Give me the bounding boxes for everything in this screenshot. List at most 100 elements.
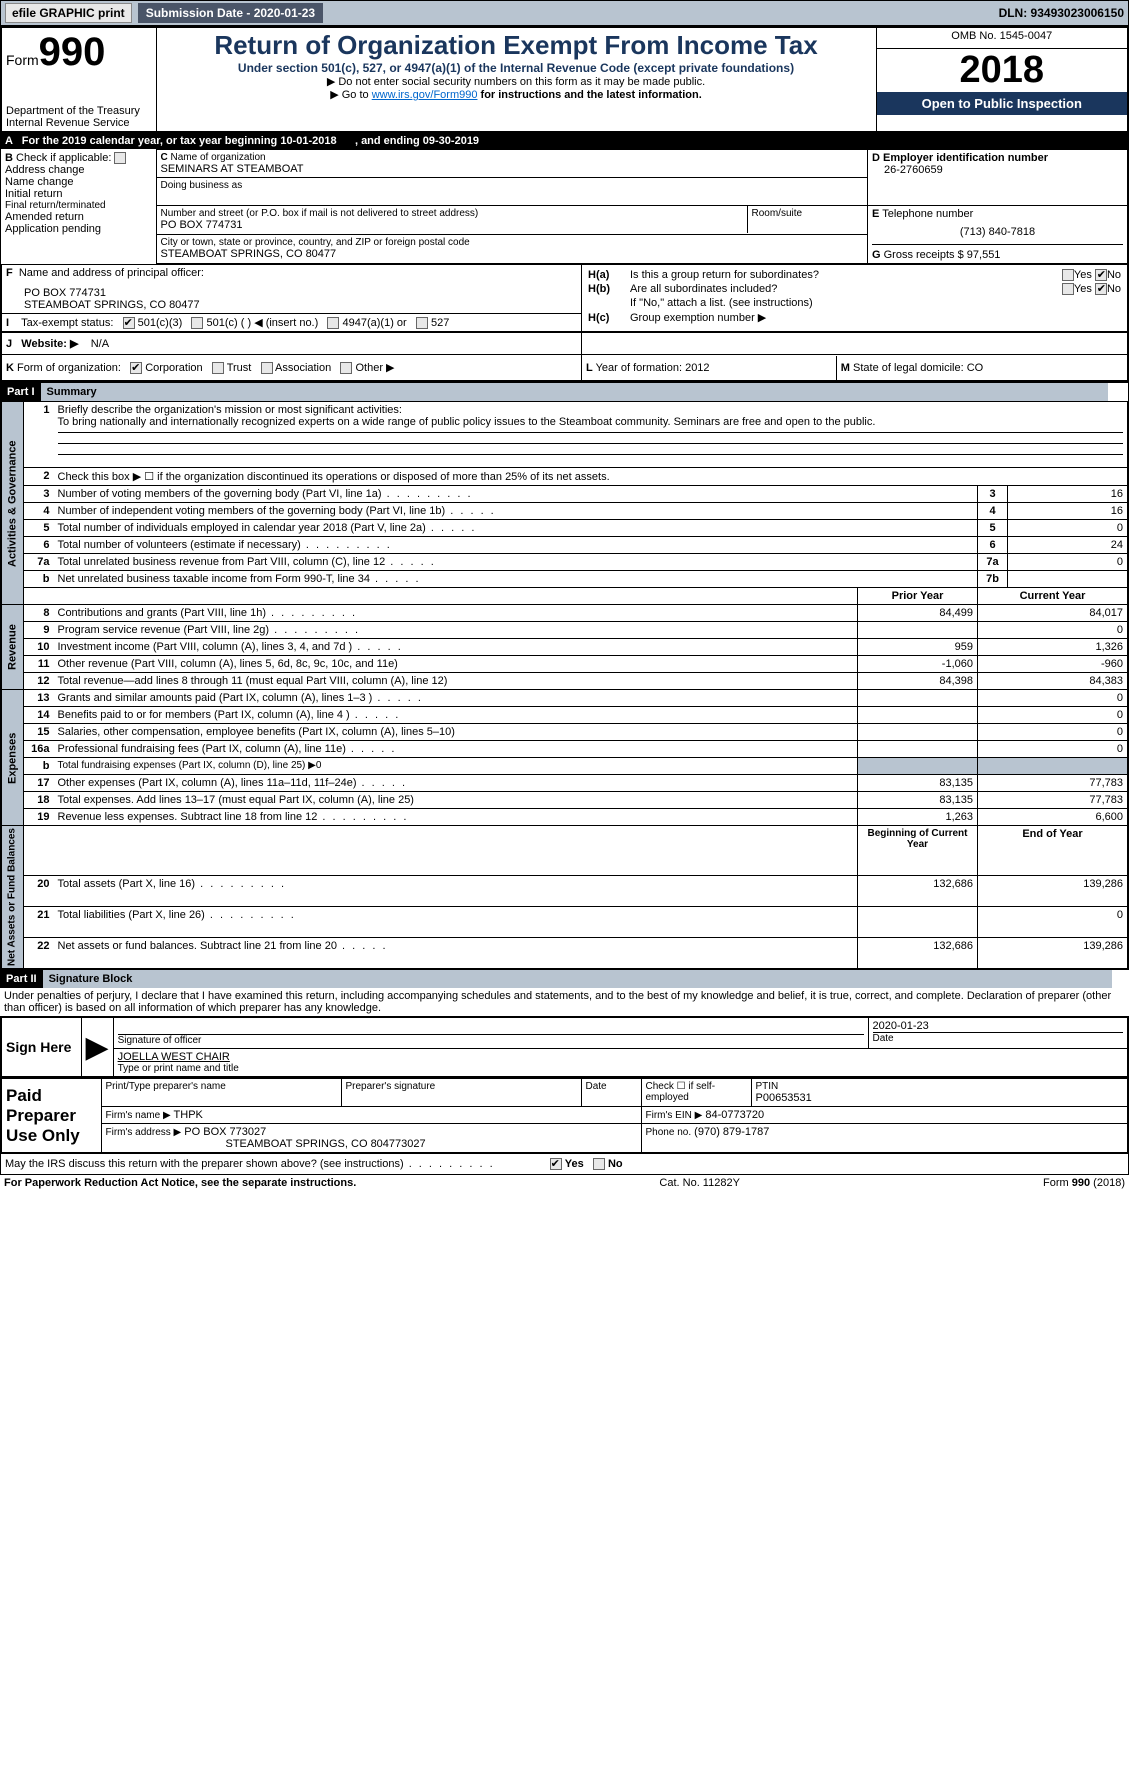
row-desc: Revenue less expenses. Subtract line 18 … bbox=[58, 811, 409, 823]
net-row: 20Total assets (Part X, line 16)132,6861… bbox=[2, 875, 1128, 906]
hb-yes[interactable] bbox=[1062, 283, 1074, 295]
row-val bbox=[1008, 571, 1128, 588]
row-desc: Net assets or fund balances. Subtract li… bbox=[58, 940, 388, 952]
row-num: 20 bbox=[24, 875, 54, 906]
box-e-label: Telephone number bbox=[882, 208, 973, 220]
rev-row: 11Other revenue (Part VIII, column (A), … bbox=[2, 656, 1128, 673]
b-amended: Amended return bbox=[5, 211, 152, 223]
line2: Check this box ▶ ☐ if the organization d… bbox=[54, 468, 1128, 486]
gov-row: 6Total number of volunteers (estimate if… bbox=[2, 537, 1128, 554]
ha-yes[interactable] bbox=[1062, 269, 1074, 281]
row-val: 0 bbox=[1008, 554, 1128, 571]
row-desc: Benefits paid to or for members (Part IX… bbox=[58, 709, 401, 721]
row-desc: Total expenses. Add lines 13–17 (must eq… bbox=[58, 794, 414, 806]
b-final-return: Final return/terminated bbox=[5, 200, 152, 211]
row-desc: Investment income (Part VIII, column (A)… bbox=[58, 641, 403, 653]
firm-phone: (970) 879-1787 bbox=[694, 1126, 769, 1138]
officer-addr2: STEAMBOAT SPRINGS, CO 80477 bbox=[6, 299, 577, 311]
row-cy: 139,286 bbox=[978, 875, 1128, 906]
gov-row: bNet unrelated business taxable income f… bbox=[2, 571, 1128, 588]
hb-no[interactable] bbox=[1095, 283, 1107, 295]
b-initial-return: Initial return bbox=[5, 188, 152, 200]
part1-hdr: Part I bbox=[1, 383, 41, 401]
note-ssn: ▶ Do not enter social security numbers o… bbox=[161, 75, 872, 88]
officer-name: JOELLA WEST CHAIR bbox=[118, 1051, 1123, 1063]
exp-row: 16aProfessional fundraising fees (Part I… bbox=[2, 741, 1128, 758]
goto-pre: ▶ Go to bbox=[330, 89, 371, 101]
row-cy: 0 bbox=[978, 690, 1128, 707]
firm-name: THPK bbox=[174, 1109, 203, 1121]
yes-label2: Yes bbox=[1074, 283, 1092, 295]
row-desc: Contributions and grants (Part VIII, lin… bbox=[58, 607, 358, 619]
firm-ein: 84-0773720 bbox=[705, 1109, 764, 1121]
k-assoc[interactable] bbox=[261, 362, 273, 374]
vert-governance: Activities & Governance bbox=[2, 402, 24, 605]
box-f-label: Name and address of principal officer: bbox=[19, 267, 204, 279]
box-l: Year of formation: 2012 bbox=[596, 362, 710, 374]
row-desc: Program service revenue (Part VIII, line… bbox=[58, 624, 361, 636]
row-desc: Total revenue—add lines 8 through 11 (mu… bbox=[58, 675, 448, 687]
row-num: 21 bbox=[24, 906, 54, 937]
part1-title: Summary bbox=[41, 383, 1108, 401]
opt-527: 527 bbox=[431, 317, 449, 329]
may-irs-no[interactable] bbox=[593, 1158, 605, 1170]
row-py: 959 bbox=[858, 639, 978, 656]
irs-link[interactable]: www.irs.gov/Form990 bbox=[372, 89, 478, 101]
tax-year: 2018 bbox=[877, 49, 1128, 92]
form-number: Form990 bbox=[6, 30, 152, 75]
row-desc: Grants and similar amounts paid (Part IX… bbox=[58, 692, 423, 704]
no-label: No bbox=[1107, 269, 1121, 281]
checkbox-b[interactable] bbox=[114, 152, 126, 164]
omb-number: OMB No. 1545-0047 bbox=[951, 30, 1052, 42]
addr-value: PO BOX 774731 bbox=[161, 219, 743, 231]
sig-date: 2020-01-23 bbox=[873, 1020, 1124, 1032]
begin-year-hdr: Beginning of Current Year bbox=[858, 826, 978, 876]
top-bar: efile GRAPHIC print Submission Date - 20… bbox=[0, 0, 1129, 26]
h-a-label: Is this a group return for subordinates? bbox=[630, 269, 999, 281]
row-py: 83,135 bbox=[858, 775, 978, 792]
row-py bbox=[858, 707, 978, 724]
form-prefix: Form bbox=[6, 52, 39, 68]
exp-row: bTotal fundraising expenses (Part IX, co… bbox=[2, 758, 1128, 775]
k-other[interactable] bbox=[340, 362, 352, 374]
officer-addr1: PO BOX 774731 bbox=[6, 287, 577, 299]
part2-header-row: Part IISignature Block bbox=[0, 970, 1129, 988]
k-trust[interactable] bbox=[212, 362, 224, 374]
may-irs-yes[interactable] bbox=[550, 1158, 562, 1170]
row-num: 19 bbox=[24, 809, 54, 826]
opt-501c3: 501(c)(3) bbox=[138, 317, 183, 329]
line1-label: Briefly describe the organization's miss… bbox=[58, 404, 402, 416]
city-label: City or town, state or province, country… bbox=[161, 237, 864, 248]
current-year-hdr: Current Year bbox=[978, 588, 1128, 605]
i-4947[interactable] bbox=[327, 317, 339, 329]
b-address-change: Address change bbox=[5, 164, 152, 176]
row-cy: 139,286 bbox=[978, 938, 1128, 969]
row-desc: Number of voting members of the governin… bbox=[58, 488, 473, 500]
row-desc: Net unrelated business taxable income fr… bbox=[58, 573, 421, 585]
row-cy: 84,017 bbox=[978, 605, 1128, 622]
vert-expenses: Expenses bbox=[2, 690, 24, 826]
row-num: 5 bbox=[24, 520, 54, 537]
i-501c3[interactable] bbox=[123, 317, 135, 329]
part2-title: Signature Block bbox=[43, 970, 1112, 988]
efile-button[interactable]: efile GRAPHIC print bbox=[5, 3, 132, 23]
k-corp[interactable] bbox=[130, 362, 142, 374]
prior-year-hdr: Prior Year bbox=[858, 588, 978, 605]
i-501c[interactable] bbox=[191, 317, 203, 329]
i-527[interactable] bbox=[416, 317, 428, 329]
box-b-label: Check if applicable: bbox=[16, 152, 111, 164]
row-num: 12 bbox=[24, 673, 54, 690]
row-num: 18 bbox=[24, 792, 54, 809]
row-py bbox=[858, 906, 978, 937]
row-cy: 0 bbox=[978, 741, 1128, 758]
row-num: 3 bbox=[24, 486, 54, 503]
phone-value: (713) 840-7818 bbox=[872, 220, 1123, 244]
sign-arrow-icon: ▶ bbox=[86, 1031, 109, 1064]
firm-addr-label: Firm's address ▶ bbox=[106, 1127, 182, 1138]
row-desc: Other expenses (Part IX, column (A), lin… bbox=[58, 777, 408, 789]
row-desc: Total assets (Part X, line 16) bbox=[58, 878, 287, 890]
end-year-hdr: End of Year bbox=[978, 826, 1128, 876]
row-py bbox=[858, 622, 978, 639]
ha-no[interactable] bbox=[1095, 269, 1107, 281]
footer-right: Form 990 (2018) bbox=[1043, 1177, 1125, 1189]
